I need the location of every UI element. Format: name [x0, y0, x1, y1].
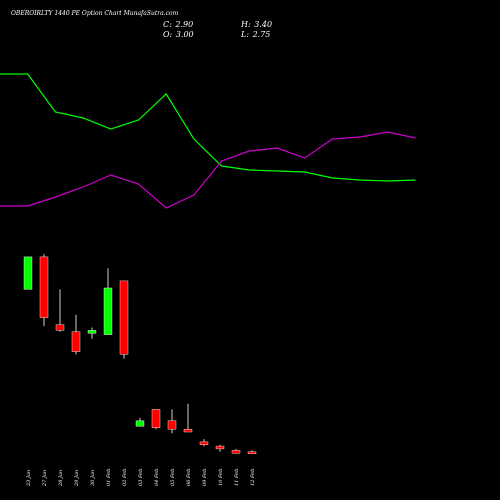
x-tick-label: 01 Feb [106, 469, 112, 486]
close-readout: C: 2.90 [162, 20, 193, 29]
x-tick-label: 03 Feb [138, 469, 144, 486]
x-tick-label: 05 Feb [170, 469, 176, 486]
candle-body-down [119, 280, 129, 355]
candle-body-down [231, 450, 241, 454]
open-value: 3.00 [175, 30, 194, 39]
x-tick-label: 09 Feb [202, 469, 208, 486]
x-tick-label: 11 Feb [234, 469, 240, 486]
candle-body-down [167, 420, 177, 430]
x-tick-label: 06 Feb [186, 469, 192, 486]
candle-body-down [39, 256, 49, 318]
candle-body-down [247, 451, 257, 454]
x-tick-label: 28 Jan [58, 470, 64, 487]
low-value: 2.75 [252, 30, 271, 39]
candle-body-up [135, 420, 145, 427]
high-readout: H: 3.40 [240, 20, 272, 29]
x-tick-label: 29 Jan [74, 470, 80, 487]
x-tick-label: 12 Feb [250, 469, 256, 486]
candle-body-up [23, 256, 33, 290]
x-tick-label: 27 Jan [42, 470, 48, 487]
indicator-line-green [0, 73, 416, 182]
candle-body-down [55, 324, 65, 331]
x-tick-label: 04 Feb [154, 469, 160, 486]
x-tick-label: 30 Jan [90, 470, 96, 486]
x-tick-label: 23 Jan [26, 470, 32, 487]
candle-body-down [151, 409, 161, 428]
close-label: C: [163, 20, 172, 29]
x-tick-label: 10 Feb [218, 469, 224, 486]
high-value: 3.40 [254, 20, 273, 29]
high-label: H: [241, 20, 251, 29]
close-value: 2.90 [175, 20, 194, 29]
candle-body-down [71, 331, 81, 352]
open-readout: O: 3.00 [162, 30, 194, 39]
low-readout: L: 2.75 [240, 30, 270, 39]
chart-title: OBEROIRLTY 1440 PE Option Chart MunafaSu… [11, 10, 179, 17]
candle-body-down [199, 441, 209, 445]
indicator-line-purple [0, 131, 416, 209]
low-label: L: [241, 30, 250, 39]
candle-body-up [87, 330, 97, 334]
x-tick-label: 02 Feb [122, 469, 128, 486]
candle-body-down [183, 429, 193, 433]
candle-body-up [103, 287, 113, 335]
candle-body-down [215, 445, 225, 450]
open-label: O: [163, 30, 173, 39]
